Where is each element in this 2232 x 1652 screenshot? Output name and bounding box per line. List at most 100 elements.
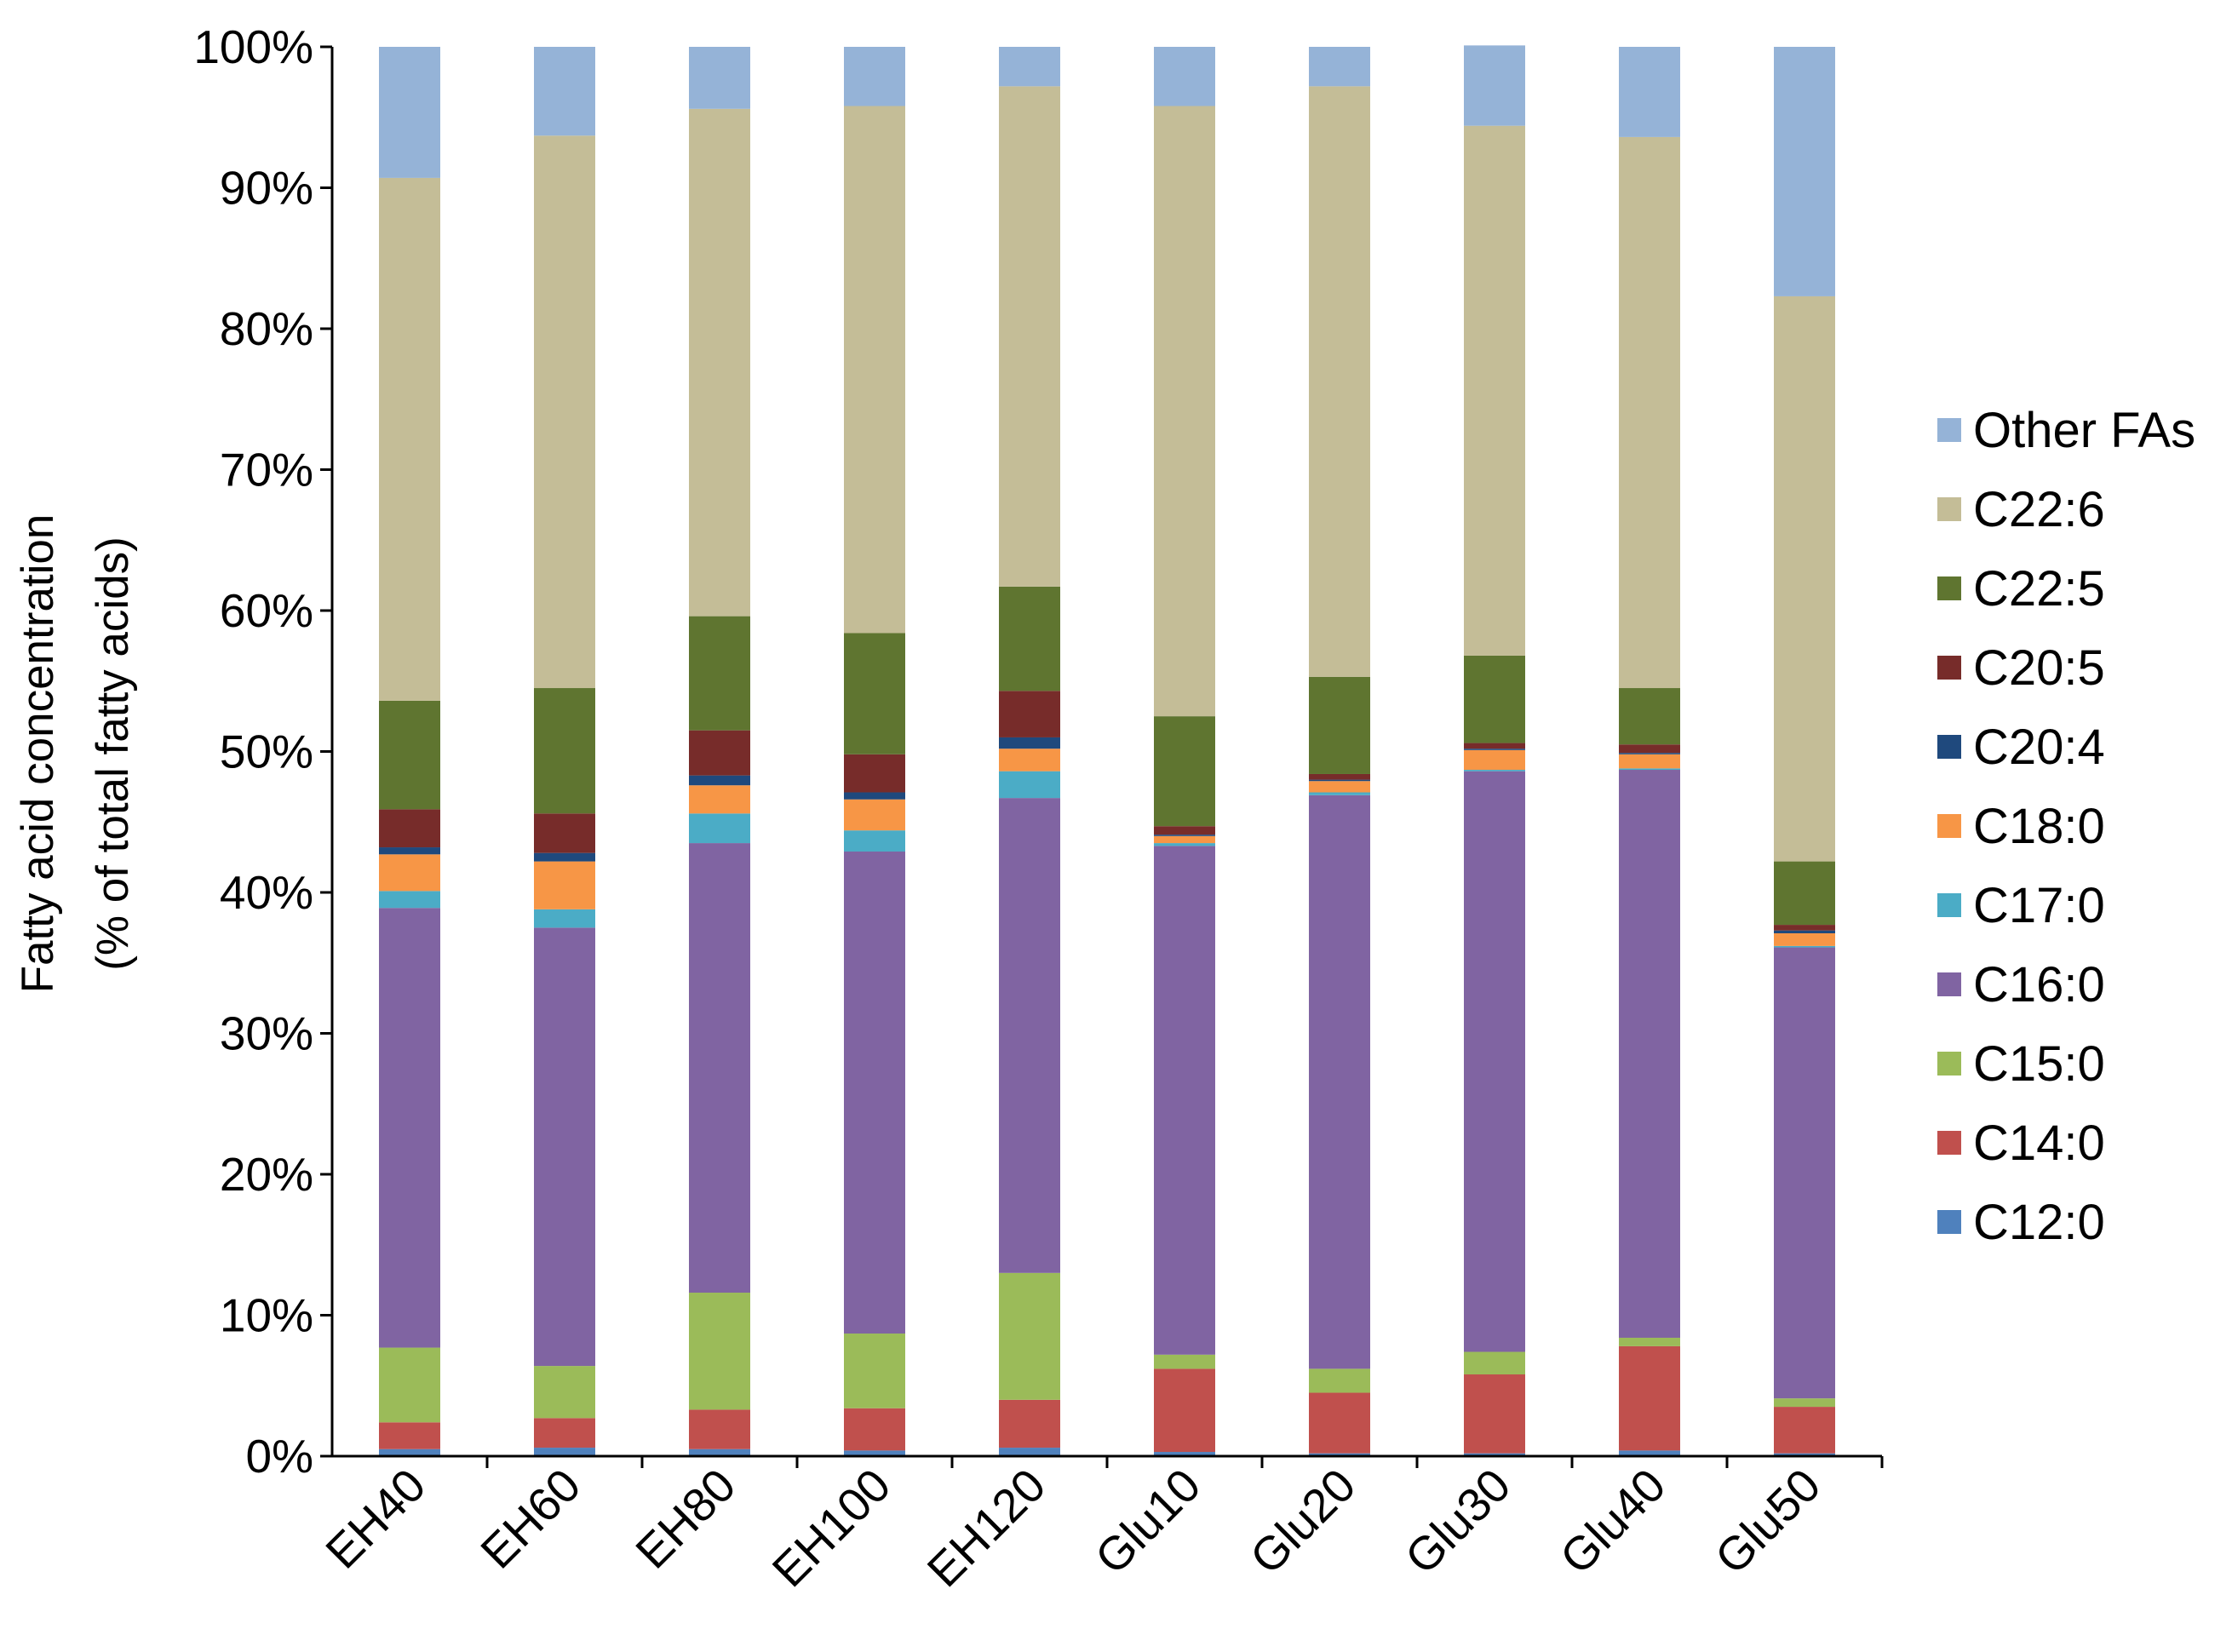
bar-segment	[379, 891, 440, 909]
bar-segment	[1464, 771, 1525, 1352]
bar-segment	[1619, 688, 1680, 745]
bar-segment	[1464, 655, 1525, 743]
bar-segment	[1619, 1345, 1680, 1451]
bar-segment	[379, 700, 440, 810]
legend-swatch	[1937, 814, 1961, 838]
legend-label: C12:0	[1973, 1195, 2105, 1250]
bar-segment	[1309, 1368, 1370, 1393]
bar-segment	[1619, 1337, 1680, 1346]
bar-segment	[1619, 753, 1680, 754]
bar-segment	[844, 792, 905, 800]
bar-segment	[1309, 1392, 1370, 1454]
x-tick-label: EH80	[625, 1459, 745, 1579]
bar-segment	[379, 847, 440, 855]
bar-segment	[534, 813, 595, 853]
bar-segment	[534, 1418, 595, 1448]
bar-segment	[1309, 47, 1370, 87]
bar-segment	[689, 785, 750, 814]
bar-segment	[1464, 1374, 1525, 1454]
bar-segment	[1309, 781, 1370, 793]
bar-segment	[844, 1408, 905, 1451]
bar-segment	[1774, 295, 1835, 862]
x-tick-label: Glu50	[1705, 1459, 1831, 1585]
bar-segment	[1774, 947, 1835, 1399]
bar-segment	[1154, 1354, 1215, 1369]
bar-segment	[1154, 826, 1215, 835]
bar-segment	[844, 1334, 905, 1408]
x-tick-label: EH60	[470, 1459, 590, 1579]
bar-segment	[999, 1399, 1060, 1448]
bar-segment	[1774, 930, 1835, 933]
y-tick-label: 100%	[193, 20, 313, 73]
bar-segment	[534, 1366, 595, 1419]
bar-segment	[689, 813, 750, 844]
bar-segment	[689, 775, 750, 786]
bar-segment	[1154, 1452, 1215, 1456]
bar-segment	[1309, 794, 1370, 1369]
bar-segment	[844, 47, 905, 106]
bar-segment	[1154, 1368, 1215, 1453]
bar-segment	[1619, 770, 1680, 1338]
bar-segment	[999, 86, 1060, 587]
y-axis-subtitle: (% of total fatty acids)	[88, 536, 138, 971]
bar-segment	[534, 927, 595, 1367]
bar-segment	[844, 633, 905, 754]
legend-swatch	[1937, 1210, 1961, 1234]
legend-swatch	[1937, 972, 1961, 996]
bar-segment	[379, 908, 440, 1348]
bar-segment	[379, 1422, 440, 1449]
bar-segment	[1309, 779, 1370, 782]
bar-segment	[689, 108, 750, 617]
bar-segment	[1154, 716, 1215, 827]
legend-label: C17:0	[1973, 878, 2105, 933]
legend-swatch	[1937, 1131, 1961, 1155]
bar-segment	[689, 47, 750, 109]
legend-swatch	[1937, 576, 1961, 600]
bar-segment	[1774, 932, 1835, 946]
bar-segment	[999, 798, 1060, 1273]
bar-segment	[534, 1448, 595, 1456]
bar-segment	[999, 737, 1060, 749]
bar-segment	[1464, 1351, 1525, 1375]
y-tick-label: 10%	[220, 1289, 313, 1342]
bar-segment	[1154, 106, 1215, 717]
bar-stack-eh60	[534, 47, 595, 1456]
bar-segment	[1309, 676, 1370, 774]
legend-label: C15:0	[1973, 1036, 2105, 1092]
legend-label: C22:6	[1973, 482, 2105, 537]
x-tick-label: Glu10	[1085, 1459, 1211, 1585]
legend-label: C22:5	[1973, 561, 2105, 617]
bar-segment	[379, 1448, 440, 1456]
bar-stack-glu40	[1619, 47, 1680, 1456]
bar-segment	[844, 1450, 905, 1456]
bar-segment	[534, 688, 595, 814]
legend: Other FAs C22:6 C22:5 C20:5 C20:4 C18:0 C17:0 C…	[1937, 403, 2195, 1250]
bar-segment	[1309, 1453, 1370, 1456]
y-tick-label: 50%	[220, 726, 313, 778]
legend-swatch	[1937, 735, 1961, 759]
y-tick-label: 80%	[220, 302, 313, 355]
bar-segment	[1774, 1453, 1835, 1456]
bar-segment	[1774, 925, 1835, 931]
bar-stack-glu10	[1154, 47, 1215, 1456]
legend-label: C20:5	[1973, 640, 2105, 696]
bar-segment	[534, 909, 595, 928]
bar-segment	[999, 586, 1060, 691]
bar-segment	[999, 47, 1060, 87]
bar-segment	[1619, 136, 1680, 689]
bar-segment	[1154, 47, 1215, 106]
bar-segment	[689, 1409, 750, 1449]
bar-segment	[1774, 1407, 1835, 1454]
bar-segment	[534, 135, 595, 689]
bar-segment	[1154, 843, 1215, 846]
bar-segment	[844, 852, 905, 1334]
y-tick-label: 0%	[246, 1430, 314, 1483]
legend-swatch	[1937, 656, 1961, 680]
bar-segment	[1774, 861, 1835, 926]
bar-segment	[1464, 45, 1525, 126]
bar-segment	[379, 854, 440, 892]
bar-segment	[999, 691, 1060, 737]
x-tick-label: Glu20	[1240, 1459, 1366, 1585]
x-tick-label: EH100	[762, 1459, 901, 1598]
bar-segment	[1619, 1450, 1680, 1456]
